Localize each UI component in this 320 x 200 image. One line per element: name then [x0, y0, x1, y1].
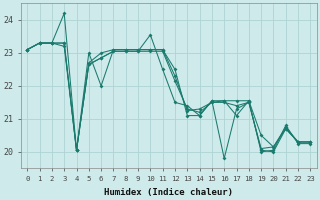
X-axis label: Humidex (Indice chaleur): Humidex (Indice chaleur)	[104, 188, 233, 197]
